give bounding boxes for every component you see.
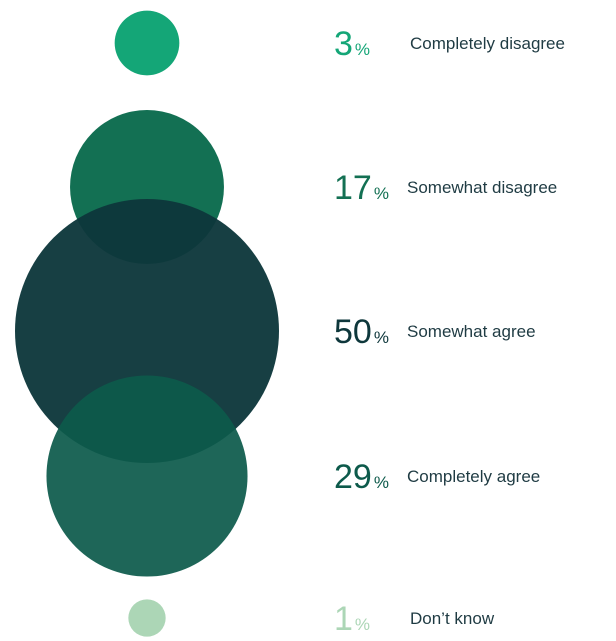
category-label-4: Don’t know: [410, 609, 495, 628]
value-number: 50: [334, 313, 372, 351]
category-label-1: Somewhat disagree: [407, 178, 557, 197]
value-number: 3: [334, 25, 353, 63]
bubble-4: [128, 599, 165, 636]
category-label-0: Completely disagree: [410, 34, 565, 53]
value-label-2: 50%: [334, 313, 389, 351]
labels-group: 3% Completely disagree 17% Somewhat disagre…: [334, 25, 565, 638]
value-number: 1: [334, 600, 353, 638]
percent-symbol: %: [374, 184, 389, 203]
percent-symbol: %: [374, 473, 389, 492]
bubble-3: [46, 375, 247, 576]
value-label-1: 17%: [334, 169, 389, 207]
value-label-4: 1%: [334, 600, 370, 638]
value-number: 29: [334, 458, 372, 496]
category-label-3: Completely agree: [407, 467, 540, 486]
value-label-0: 3%: [334, 25, 370, 63]
bubble-0: [115, 11, 180, 76]
value-number: 17: [334, 169, 372, 207]
percent-symbol: %: [355, 615, 370, 634]
percent-symbol: %: [374, 328, 389, 347]
category-label-2: Somewhat agree: [407, 322, 536, 341]
value-label-3: 29%: [334, 458, 389, 496]
bubbles-group: [15, 11, 279, 637]
percent-symbol: %: [355, 40, 370, 59]
